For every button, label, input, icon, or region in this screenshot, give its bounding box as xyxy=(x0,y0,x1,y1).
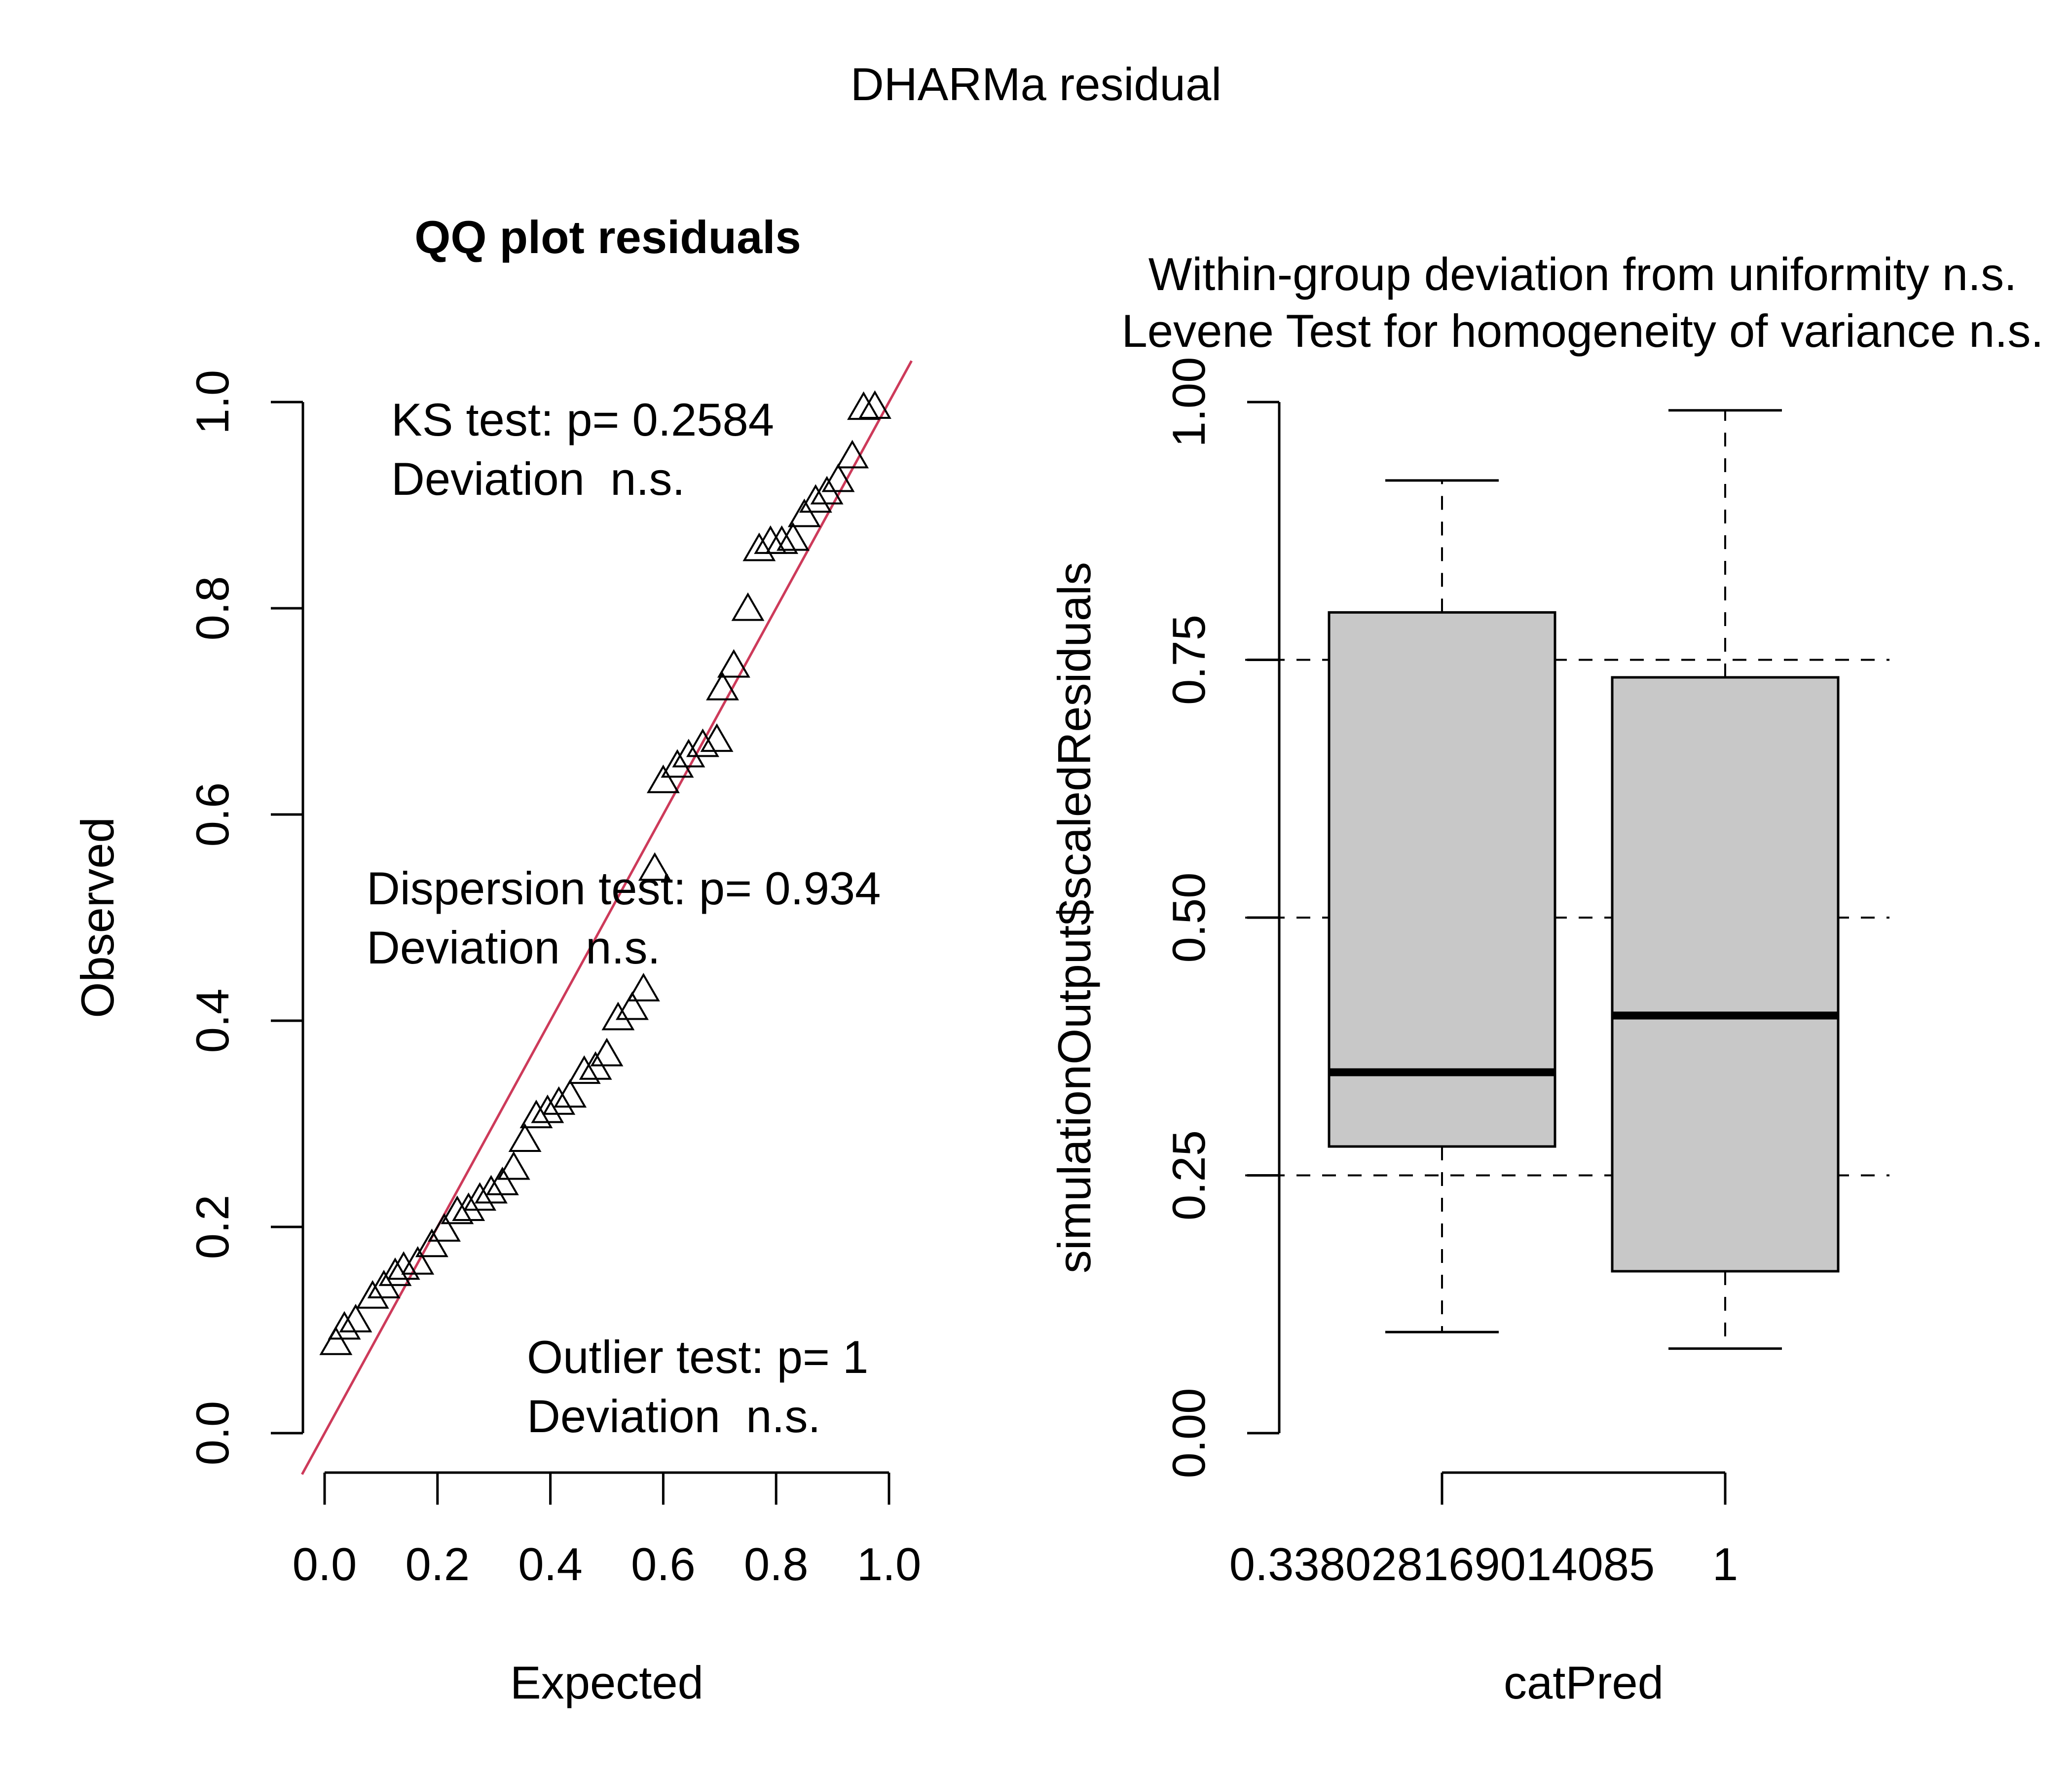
qq-point xyxy=(836,440,869,469)
qq-point xyxy=(387,1251,420,1280)
qq-x-tick-label: 0.6 xyxy=(631,1538,696,1590)
qq-point xyxy=(463,1182,497,1211)
box-y-tick-label: 1.00 xyxy=(1163,357,1215,447)
box-plot-title-line-1: Within-group deviation from uniformity n… xyxy=(1148,248,2017,300)
box-x-ticks: 0.338028169014085 1 xyxy=(1229,1473,1738,1590)
qq-point xyxy=(452,1192,485,1221)
qq-x-ticks: 0.0 0.2 0.4 0.6 0.8 1.0 xyxy=(293,1473,922,1590)
qq-point xyxy=(700,723,734,752)
box-x-tick-label: 0.338028169014085 xyxy=(1229,1538,1655,1590)
qq-point xyxy=(339,1303,372,1332)
box-group xyxy=(1611,409,1840,1350)
figure-title: DHARMa residual xyxy=(851,58,1221,110)
boxes xyxy=(1328,409,1840,1350)
box-plot-title-line-2: Levene Test for homogeneity of variance … xyxy=(1122,305,2044,357)
qq-y-ticks: 0.0 0.2 0.4 0.6 0.8 1.0 xyxy=(186,370,303,1466)
qq-point xyxy=(799,484,832,513)
qq-point xyxy=(415,1228,448,1258)
qq-point xyxy=(497,1151,530,1180)
qq-point xyxy=(717,649,750,678)
box-y-tick-label: 0.25 xyxy=(1163,1130,1215,1221)
qq-point xyxy=(378,1257,412,1286)
interquartile-box xyxy=(1611,676,1840,1273)
box-group xyxy=(1328,479,1556,1333)
qq-y-tick-label: 0.6 xyxy=(186,782,238,847)
qq-point xyxy=(742,532,776,561)
box-y-tick-label: 0.75 xyxy=(1163,615,1215,705)
box-y-tick-label: 0.00 xyxy=(1163,1388,1215,1479)
qq-point xyxy=(508,1123,542,1152)
qq-y-tick-label: 0.8 xyxy=(186,576,238,641)
qq-point xyxy=(531,1094,564,1123)
qq-point xyxy=(356,1280,389,1309)
ks-deviation-label: Deviation n.s. xyxy=(391,453,685,505)
qq-point xyxy=(638,852,671,881)
qq-point xyxy=(616,991,649,1020)
box-y-axis-label: simulationOutput$scaledResiduals xyxy=(1048,562,1100,1273)
qq-y-tick-label: 0.0 xyxy=(186,1401,238,1466)
box-y-tick-label: 0.50 xyxy=(1163,873,1215,963)
qq-point xyxy=(542,1086,576,1115)
qq-point xyxy=(821,463,855,492)
box-x-tick-label: 1 xyxy=(1712,1538,1738,1590)
qq-point xyxy=(765,525,799,554)
qq-x-tick-label: 0.2 xyxy=(405,1538,470,1590)
interquartile-box xyxy=(1328,611,1556,1148)
qq-point xyxy=(567,1055,601,1084)
qq-point xyxy=(319,1326,353,1355)
qq-y-tick-label: 0.2 xyxy=(186,1195,238,1259)
qq-plot-panel: QQ plot residuals 0.0 0.2 0.4 0.6 0.8 1.0 0.0… xyxy=(72,211,921,1708)
qq-point xyxy=(731,592,765,621)
outlier-test-label: Outlier test: p= 1 xyxy=(527,1331,868,1383)
box-x-axis-label: catPred xyxy=(1504,1657,1664,1708)
qq-x-tick-label: 0.0 xyxy=(293,1538,357,1590)
qq-y-tick-label: 0.4 xyxy=(186,989,238,1053)
qq-point xyxy=(485,1166,519,1195)
box-plot-panel: Within-group deviation from uniformity n… xyxy=(1048,248,2043,1708)
qq-point xyxy=(475,1175,508,1204)
qq-point xyxy=(646,764,680,793)
qq-point xyxy=(686,728,719,757)
qq-plot-title: QQ plot residuals xyxy=(414,211,801,263)
ks-test-label: KS test: p= 0.2584 xyxy=(391,394,774,445)
qq-y-axis-label: Observed xyxy=(72,817,123,1018)
dispersion-deviation-label: Deviation n.s. xyxy=(367,922,661,973)
qq-point xyxy=(777,522,810,551)
box-y-ticks: 0.00 0.25 0.50 0.75 1.00 xyxy=(1163,357,1279,1479)
qq-point xyxy=(847,391,880,420)
qq-y-tick-label: 1.0 xyxy=(186,370,238,435)
qq-point xyxy=(590,1037,624,1067)
qq-points xyxy=(319,390,891,1355)
dispersion-test-label: Dispersion test: p= 0.934 xyxy=(367,862,881,914)
qq-point xyxy=(554,1079,587,1108)
qq-point xyxy=(858,390,891,419)
qq-x-tick-label: 0.4 xyxy=(518,1538,583,1590)
qq-x-axis-label: Expected xyxy=(510,1657,703,1708)
outlier-deviation-label: Deviation n.s. xyxy=(527,1390,821,1442)
qq-point xyxy=(401,1246,435,1275)
qq-reference-line xyxy=(301,360,913,1475)
qq-point xyxy=(661,749,694,778)
qq-point xyxy=(627,972,660,1001)
qq-point xyxy=(428,1213,461,1242)
qq-point xyxy=(601,1001,635,1031)
qq-x-tick-label: 0.8 xyxy=(744,1538,809,1590)
qq-point xyxy=(787,498,821,527)
qq-point xyxy=(706,671,739,701)
qq-x-tick-label: 1.0 xyxy=(857,1538,922,1590)
qq-point xyxy=(672,739,705,768)
qq-point xyxy=(328,1311,361,1340)
